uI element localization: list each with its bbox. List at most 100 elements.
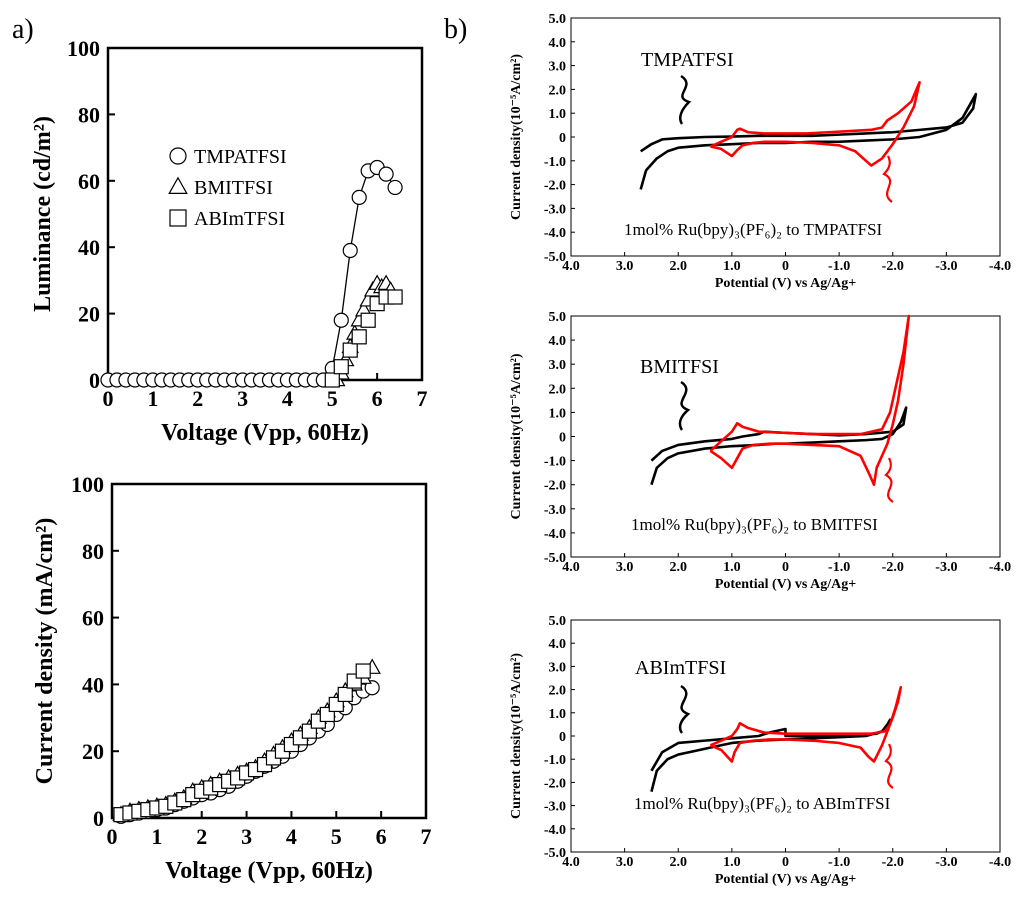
annotation-label: TMPATFSI xyxy=(641,49,734,71)
x-tick-label: 5 xyxy=(327,386,338,411)
x-tick-label: 7 xyxy=(421,824,432,849)
legend: TMPATFSI BMITFSI ABImTFSI xyxy=(168,146,287,230)
y-tick-label: 4.0 xyxy=(549,334,567,349)
x-tick-label: -2.0 xyxy=(882,560,904,575)
x-tick-label: 3.0 xyxy=(616,855,634,870)
y-tick-label: 0 xyxy=(89,368,100,393)
x-tick-label: 0 xyxy=(782,259,789,274)
y-tick-label: 4.0 xyxy=(549,637,567,652)
y-tick-label: 80 xyxy=(78,102,100,127)
data-point xyxy=(387,289,403,305)
x-tick-label: -3.0 xyxy=(935,855,957,870)
y-tick-label: 5.0 xyxy=(549,12,567,27)
y-axis-label: Current density(10⁻⁵A/cm²) xyxy=(509,653,524,819)
series-ABImTFSI xyxy=(113,663,371,823)
annotation-label: BMITFSI xyxy=(640,356,719,378)
y-tick-label: -1.0 xyxy=(544,155,566,170)
x-tick-label: -1.0 xyxy=(828,855,850,870)
data-point xyxy=(351,189,367,205)
legend-label: ABImTFSI xyxy=(194,208,285,230)
x-tick-label: -1.0 xyxy=(828,259,850,274)
annotation-arrow-black xyxy=(678,684,691,734)
x-tick-label: -2.0 xyxy=(882,855,904,870)
data-point xyxy=(333,312,349,328)
y-axis-label: Current density(10⁻⁵A/cm²) xyxy=(509,353,524,519)
x-tick-label: 2.0 xyxy=(670,259,688,274)
x-tick-label: 4 xyxy=(282,386,293,411)
annotation-label: ABImTFSI xyxy=(635,657,726,679)
data-point xyxy=(351,329,367,345)
y-tick-label: 1.0 xyxy=(549,107,567,122)
cv-trace-red xyxy=(709,685,903,763)
panel-label-a: a) xyxy=(12,14,34,45)
annotation-arrow-red xyxy=(884,743,894,789)
y-tick-label: 4.0 xyxy=(549,36,567,51)
y-tick-label: 60 xyxy=(78,169,100,194)
data-point xyxy=(387,179,403,196)
note-label: 1mol% Ru(bpy)₃(PF₆)₂ to BMITFSI xyxy=(631,515,878,534)
x-tick-label: 1.0 xyxy=(723,560,741,575)
chart-a-bottom: 0 1 2 3 4 5 6 7 0 20 40 60 80 100 Voltage (Vpp, 60Hz) C… xyxy=(32,472,432,884)
x-tick-label: -3.0 xyxy=(935,560,957,575)
annotation-arrow-black xyxy=(678,380,691,431)
x-tick-label: 0 xyxy=(782,855,789,870)
y-tick-label: 2.0 xyxy=(549,83,567,98)
x-tick-label: 2 xyxy=(196,824,207,849)
x-tick-label: 0 xyxy=(107,824,118,849)
y-tick-label: -2.0 xyxy=(544,479,566,494)
y-tick-label: 1.0 xyxy=(549,406,567,421)
cv-trace-red xyxy=(709,314,911,487)
x-tick-label: -2.0 xyxy=(882,259,904,274)
y-tick-label: -1.0 xyxy=(544,455,566,470)
y-tick-label: 100 xyxy=(71,472,104,497)
legend-label: TMPATFSI xyxy=(194,146,287,168)
data-point xyxy=(342,242,358,259)
data-point xyxy=(333,359,349,375)
x-axis-label: Potential (V) vs Ag/Ag+ xyxy=(715,872,856,887)
x-tick-label: 1.0 xyxy=(723,259,741,274)
chart-b-2: 4.0 3.0 2.0 1.0 0 -1.0 -2.0 -3.0 -4.0 5.0 4.0 3.0 2.… xyxy=(509,310,1011,592)
y-axis-label: Current density (mA/cm²) xyxy=(32,518,58,785)
x-tick-label: 2 xyxy=(192,386,203,411)
x-axis-label: Potential (V) vs Ag/Ag+ xyxy=(715,577,856,592)
y-tick-label: -3.0 xyxy=(544,202,566,217)
cv-trace-black xyxy=(650,718,892,793)
y-tick-label: 0 xyxy=(559,431,566,446)
y-tick-label: 3.0 xyxy=(549,660,567,675)
x-tick-label: 2.0 xyxy=(670,560,688,575)
y-tick-label: -1.0 xyxy=(544,753,566,768)
x-tick-label: 4 xyxy=(286,824,297,849)
y-tick-label: -4.0 xyxy=(544,527,566,542)
cv-trace-black xyxy=(639,92,978,190)
legend-marker xyxy=(169,147,187,165)
y-tick-label: 2.0 xyxy=(549,382,567,397)
y-axis-label: Luminance (cd/m²) xyxy=(30,116,56,312)
x-tick-label: 4.0 xyxy=(562,560,580,575)
series-TMPATFSI xyxy=(100,159,403,388)
y-tick-label: -4.0 xyxy=(544,823,566,838)
data-point xyxy=(378,166,394,182)
annotation-arrow-black xyxy=(679,74,692,125)
x-tick-label: -4.0 xyxy=(989,560,1011,575)
annotation-arrow-red xyxy=(882,155,893,203)
x-axis-label: Voltage (Vpp, 60Hz) xyxy=(161,420,369,446)
note-label: 1mol% Ru(bpy)₃(PF₆)₂ to ABImTFSI xyxy=(634,794,891,813)
y-tick-label: 0 xyxy=(559,131,566,146)
y-tick-label: 100 xyxy=(67,36,100,61)
y-axis-label: Current density(10⁻⁵A/cm²) xyxy=(509,54,524,220)
y-tick-label: 0 xyxy=(559,730,566,745)
y-tick-label: 3.0 xyxy=(549,358,567,373)
series-BMITFSI xyxy=(112,658,381,821)
chart-a-top: 0 1 2 3 4 5 6 7 0 20 40 60 80 100 Voltage (Vpp, 60Hz) L… xyxy=(30,36,428,446)
y-tick-label: 2.0 xyxy=(549,684,567,699)
x-tick-label: 3.0 xyxy=(616,560,634,575)
x-tick-label: 0 xyxy=(782,560,789,575)
y-tick-label: 0 xyxy=(93,806,104,831)
x-tick-label: -3.0 xyxy=(935,259,957,274)
data-point xyxy=(337,686,353,703)
x-tick-label: 5 xyxy=(331,824,342,849)
x-tick-label: -4.0 xyxy=(989,259,1011,274)
annotation-arrow-red xyxy=(884,457,894,503)
legend-marker xyxy=(169,209,187,227)
